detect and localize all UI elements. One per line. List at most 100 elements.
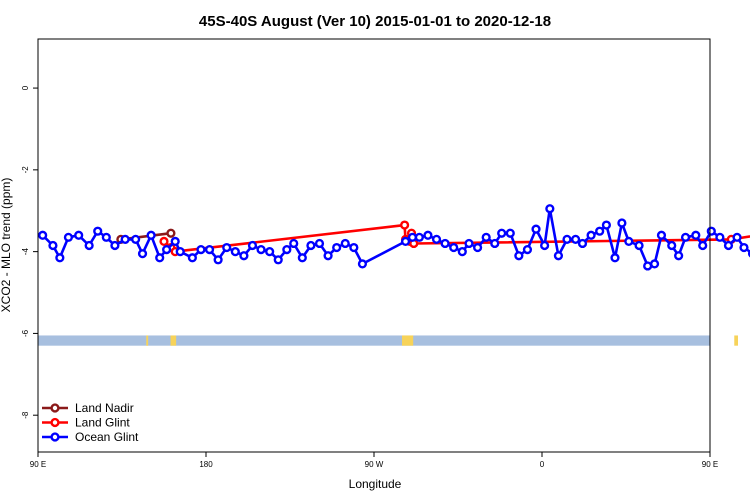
data-point	[196, 244, 206, 255]
data-point	[706, 226, 716, 236]
data-point	[553, 251, 564, 261]
data-point	[473, 242, 483, 253]
data-point	[400, 236, 411, 247]
data-point	[739, 242, 749, 253]
data-point	[601, 220, 612, 230]
data-point	[624, 236, 634, 247]
data-point	[357, 259, 368, 269]
y-tick-label: -8	[21, 411, 30, 419]
data-point	[656, 230, 667, 240]
data-point	[715, 232, 725, 242]
data-point	[522, 244, 533, 255]
data-point	[297, 253, 307, 263]
data-point	[289, 238, 299, 249]
map-strip-land	[734, 335, 738, 346]
map-strip-land	[146, 335, 149, 346]
y-tick-label: -2	[21, 166, 30, 174]
data-point	[63, 232, 74, 242]
legend-item: Land Glint	[42, 416, 130, 430]
data-point	[155, 253, 165, 263]
data-point	[698, 240, 708, 251]
series-layer	[38, 204, 750, 271]
data-point	[93, 226, 103, 236]
data-point	[667, 240, 677, 251]
data-point	[562, 234, 572, 244]
x-tick-label: 90 E	[702, 460, 718, 469]
data-point	[414, 232, 424, 242]
data-point	[306, 240, 316, 251]
data-point	[680, 232, 691, 242]
x-tick-label: 90 E	[30, 460, 46, 469]
data-point	[481, 232, 491, 242]
data-point	[349, 242, 359, 253]
data-point	[490, 238, 500, 249]
data-point	[222, 242, 232, 253]
y-tick-label: -6	[21, 329, 30, 337]
x-tick-label: 0	[540, 460, 545, 469]
data-point	[204, 244, 215, 255]
data-point	[239, 251, 249, 261]
data-point	[146, 230, 156, 240]
data-point	[170, 236, 180, 247]
data-point	[423, 230, 433, 240]
y-axis: 0 -2 -4 -6 -8	[21, 85, 38, 419]
data-point	[610, 253, 620, 263]
data-point	[314, 238, 325, 249]
x-axis-label: Longitude	[349, 477, 402, 491]
data-point	[449, 242, 459, 253]
map-strip-ocean	[38, 335, 710, 346]
data-point	[175, 247, 185, 257]
data-point	[514, 251, 524, 261]
data-point	[649, 259, 660, 269]
data-point	[101, 232, 111, 242]
data-point	[400, 220, 410, 230]
data-point	[340, 238, 350, 249]
data-point	[464, 238, 474, 249]
data-point	[265, 247, 275, 257]
data-point	[497, 228, 507, 238]
data-point	[570, 234, 581, 244]
series-line	[41, 207, 750, 268]
data-point	[230, 247, 240, 257]
data-point	[187, 253, 197, 263]
data-point	[691, 230, 701, 240]
data-point	[505, 228, 515, 238]
data-point	[457, 247, 467, 257]
data-point	[540, 240, 550, 251]
data-point	[74, 230, 84, 240]
data-point	[545, 204, 555, 214]
data-point	[120, 234, 130, 244]
x-tick-label: 180	[199, 460, 213, 469]
data-point	[84, 240, 94, 251]
legend-item: Ocean Glint	[42, 430, 139, 444]
data-point	[595, 226, 605, 236]
data-point	[577, 238, 588, 249]
data-point	[674, 251, 684, 261]
data-point	[110, 240, 120, 251]
map-strip-land	[402, 335, 414, 346]
data-point	[431, 234, 442, 244]
data-point	[440, 238, 450, 249]
legend-swatch-marker	[50, 432, 60, 442]
data-point	[256, 244, 266, 255]
legend-label: Ocean Glint	[75, 430, 139, 444]
data-point	[531, 224, 541, 234]
data-point	[38, 230, 48, 240]
legend-label: Land Glint	[75, 416, 130, 430]
legend-item: Land Nadir	[42, 401, 134, 415]
data-point	[162, 244, 172, 255]
data-point	[323, 251, 333, 261]
y-tick-label: -4	[21, 248, 30, 256]
data-point	[55, 253, 65, 263]
data-point	[159, 236, 169, 247]
y-tick-label: 0	[21, 85, 30, 90]
data-point	[634, 240, 644, 251]
data-point	[282, 244, 292, 255]
data-point	[732, 232, 742, 242]
legend-swatch-marker	[50, 403, 60, 413]
map-strip	[38, 335, 738, 346]
y-axis-label: XCO2 - MLO trend (ppm)	[0, 178, 13, 313]
data-point	[617, 218, 627, 228]
x-axis: 90 E 180 90 W 0 90 E	[30, 452, 718, 469]
